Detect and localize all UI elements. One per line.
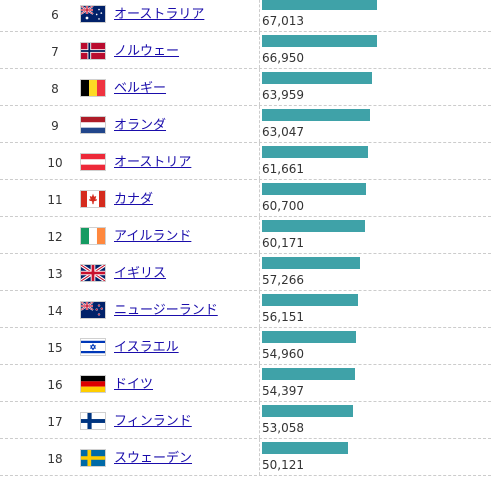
value-label: 66,950 (262, 51, 304, 65)
column-divider (259, 217, 260, 253)
rank-number: 11 (47, 193, 63, 207)
value-bar (262, 331, 357, 343)
column-divider (259, 106, 260, 142)
rank-number: 9 (51, 119, 59, 133)
table-row: 12 アイルランド 60,171 (0, 217, 491, 254)
value-bar (262, 35, 377, 47)
rank-number: 17 (47, 415, 63, 429)
value-label: 63,959 (262, 88, 304, 102)
column-divider (259, 439, 260, 475)
value-label: 56,151 (262, 310, 304, 324)
value-bar (262, 294, 359, 306)
value-label: 54,960 (262, 347, 304, 361)
germany-flag (80, 375, 106, 393)
country-link[interactable]: イスラエル (114, 340, 179, 355)
country-link[interactable]: アイルランド (114, 229, 192, 244)
country-link[interactable]: ベルギー (114, 81, 167, 96)
canada-flag (80, 190, 106, 208)
netherlands-flag (80, 116, 106, 134)
country-link[interactable]: ノルウェー (114, 44, 180, 59)
value-label: 53,058 (262, 421, 304, 435)
column-divider (259, 402, 260, 438)
value-bar (262, 0, 377, 10)
rank-number: 18 (47, 452, 63, 466)
table-row: 15 イスラエル 54,960 (0, 328, 491, 365)
uk-flag (80, 264, 106, 282)
rank-number: 6 (51, 8, 59, 22)
value-label: 67,013 (262, 14, 304, 28)
table-row: 18 スウェーデン 50,121 (0, 439, 491, 476)
israel-flag (80, 338, 106, 356)
country-link[interactable]: ドイツ (114, 377, 154, 392)
value-label: 54,397 (262, 384, 304, 398)
value-label: 50,121 (262, 458, 304, 472)
column-divider (259, 365, 260, 401)
value-bar (262, 220, 366, 232)
country-link[interactable]: オランダ (114, 118, 167, 133)
rank-number: 12 (47, 230, 63, 244)
value-label: 60,700 (262, 199, 304, 213)
country-link[interactable]: ニュージーランド (114, 303, 218, 318)
rank-number: 7 (51, 45, 59, 59)
rank-number: 15 (47, 341, 63, 355)
column-divider (259, 254, 260, 290)
table-row: 6 オーストラリア 67,013 (0, 0, 491, 32)
value-bar (262, 368, 356, 380)
value-label: 57,266 (262, 273, 304, 287)
value-bar (262, 405, 354, 417)
rank-number: 14 (47, 304, 63, 318)
value-bar (262, 72, 372, 84)
column-divider (259, 0, 260, 31)
table-row: 11 カナダ 60,700 (0, 180, 491, 217)
table-row: 8 ベルギー 63,959 (0, 69, 491, 106)
rank-number: 10 (47, 156, 63, 170)
belgium-flag (80, 79, 106, 97)
table-row: 7 ノルウェー 66,950 (0, 32, 491, 69)
value-bar (262, 257, 361, 269)
value-label: 60,171 (262, 236, 304, 250)
rank-number: 8 (51, 82, 59, 96)
table-row: 14 ニュージーランド 56,151 (0, 291, 491, 328)
table-row: 10 オーストリア 61,661 (0, 143, 491, 180)
table-row: 13 イギリス 57,266 (0, 254, 491, 291)
column-divider (259, 69, 260, 105)
finland-flag (80, 412, 106, 430)
country-link[interactable]: フィンランド (114, 414, 192, 429)
value-bar (262, 442, 348, 454)
austria-flag (80, 153, 106, 171)
ireland-flag (80, 227, 106, 245)
value-bar (262, 109, 371, 121)
country-link[interactable]: オーストラリア (114, 7, 205, 22)
australia-flag (80, 5, 106, 23)
rank-number: 13 (47, 267, 63, 281)
value-bar (262, 146, 368, 158)
value-label: 63,047 (262, 125, 304, 139)
value-bar (262, 183, 367, 195)
country-link[interactable]: カナダ (114, 192, 154, 207)
value-label: 61,661 (262, 162, 304, 176)
country-link[interactable]: スウェーデン (114, 451, 193, 466)
column-divider (259, 328, 260, 364)
country-link[interactable]: イギリス (114, 266, 167, 281)
column-divider (259, 143, 260, 179)
norway-flag (80, 42, 106, 60)
table-row: 16 ドイツ 54,397 (0, 365, 491, 402)
column-divider (259, 291, 260, 327)
column-divider (259, 32, 260, 68)
table-row: 17 フィンランド 53,058 (0, 402, 491, 439)
new-zealand-flag (80, 301, 106, 319)
table-row: 9 オランダ 63,047 (0, 106, 491, 143)
column-divider (259, 180, 260, 216)
sweden-flag (80, 449, 106, 467)
rank-number: 16 (47, 378, 63, 392)
country-link[interactable]: オーストリア (114, 155, 192, 170)
